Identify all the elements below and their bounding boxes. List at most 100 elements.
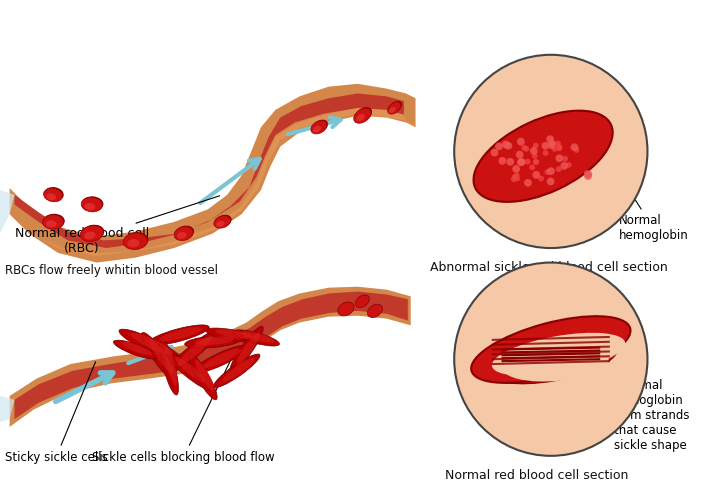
Circle shape	[534, 159, 539, 165]
Ellipse shape	[356, 114, 365, 121]
Ellipse shape	[119, 329, 181, 360]
Ellipse shape	[46, 194, 56, 200]
Polygon shape	[9, 108, 415, 256]
Circle shape	[516, 151, 523, 158]
Text: Normal red blood cell section: Normal red blood cell section	[444, 469, 628, 483]
Ellipse shape	[142, 333, 177, 382]
Circle shape	[505, 142, 512, 150]
Ellipse shape	[237, 333, 260, 365]
Ellipse shape	[492, 333, 625, 376]
Ellipse shape	[490, 119, 602, 194]
Text: Sticky sickle cells: Sticky sickle cells	[5, 362, 107, 464]
Ellipse shape	[174, 227, 193, 241]
Text: RBCs flow freely whitin blood vessel: RBCs flow freely whitin blood vessel	[5, 264, 218, 277]
Circle shape	[546, 178, 554, 185]
Ellipse shape	[313, 126, 321, 133]
Ellipse shape	[127, 239, 140, 247]
Ellipse shape	[203, 348, 241, 368]
Ellipse shape	[175, 357, 206, 383]
Circle shape	[574, 147, 580, 153]
Circle shape	[557, 144, 562, 150]
Circle shape	[524, 179, 532, 187]
Circle shape	[495, 142, 503, 150]
Circle shape	[525, 159, 531, 165]
Circle shape	[518, 158, 526, 166]
Circle shape	[548, 140, 556, 148]
Circle shape	[514, 176, 520, 182]
Text: Abormal
hemoglobin
form strands
that cause
sickle shape: Abormal hemoglobin form strands that cau…	[611, 352, 689, 452]
Ellipse shape	[175, 226, 194, 240]
Circle shape	[513, 165, 520, 173]
Circle shape	[570, 143, 578, 151]
Polygon shape	[0, 190, 14, 234]
Ellipse shape	[471, 316, 631, 383]
Ellipse shape	[503, 347, 608, 381]
Text: Abnormal sickle red blood cell section: Abnormal sickle red blood cell section	[430, 260, 667, 273]
Ellipse shape	[311, 121, 327, 134]
Circle shape	[548, 141, 555, 149]
Circle shape	[566, 162, 572, 168]
Circle shape	[532, 171, 540, 179]
Text: Sickle cells blocking blood flow: Sickle cells blocking blood flow	[92, 350, 275, 464]
Ellipse shape	[354, 108, 371, 123]
Ellipse shape	[122, 342, 153, 355]
Ellipse shape	[214, 216, 230, 228]
Ellipse shape	[81, 226, 103, 242]
Ellipse shape	[185, 335, 240, 348]
Polygon shape	[14, 93, 404, 248]
Circle shape	[546, 136, 554, 143]
Circle shape	[521, 145, 527, 151]
Circle shape	[562, 156, 568, 162]
Circle shape	[556, 166, 562, 172]
Ellipse shape	[42, 215, 64, 229]
Circle shape	[491, 149, 498, 156]
Ellipse shape	[114, 340, 157, 359]
Ellipse shape	[123, 233, 148, 250]
Ellipse shape	[389, 107, 396, 113]
Ellipse shape	[84, 203, 95, 210]
Ellipse shape	[164, 347, 178, 386]
Circle shape	[584, 172, 592, 180]
Ellipse shape	[338, 302, 354, 316]
Circle shape	[533, 159, 539, 165]
Circle shape	[517, 138, 525, 146]
Circle shape	[557, 146, 562, 151]
Ellipse shape	[215, 329, 252, 339]
Ellipse shape	[230, 326, 264, 373]
Ellipse shape	[474, 111, 613, 202]
Circle shape	[585, 170, 593, 178]
Ellipse shape	[215, 215, 232, 227]
Circle shape	[532, 153, 538, 159]
Text: Normal red blood cell
(RBC): Normal red blood cell (RBC)	[15, 196, 220, 255]
Ellipse shape	[159, 327, 202, 341]
Ellipse shape	[195, 360, 215, 392]
Circle shape	[518, 158, 525, 164]
Circle shape	[539, 176, 544, 182]
Circle shape	[533, 143, 539, 149]
Ellipse shape	[214, 354, 260, 388]
Ellipse shape	[355, 107, 372, 122]
Ellipse shape	[81, 197, 102, 212]
Ellipse shape	[222, 358, 255, 381]
Circle shape	[512, 174, 518, 180]
Ellipse shape	[46, 220, 57, 227]
Ellipse shape	[195, 336, 234, 345]
Ellipse shape	[81, 225, 104, 241]
Circle shape	[543, 150, 549, 156]
Ellipse shape	[484, 335, 618, 384]
Circle shape	[454, 262, 647, 456]
Circle shape	[454, 55, 647, 248]
Circle shape	[506, 158, 514, 166]
Ellipse shape	[367, 304, 382, 318]
Circle shape	[517, 158, 525, 166]
Text: Normal
hemoglobin: Normal hemoglobin	[615, 168, 688, 242]
Circle shape	[544, 169, 550, 175]
Circle shape	[514, 172, 520, 178]
Circle shape	[530, 147, 538, 155]
Polygon shape	[9, 84, 415, 262]
Ellipse shape	[168, 330, 219, 373]
Circle shape	[584, 170, 590, 176]
Circle shape	[556, 154, 563, 162]
Ellipse shape	[84, 231, 96, 240]
Circle shape	[511, 176, 517, 182]
